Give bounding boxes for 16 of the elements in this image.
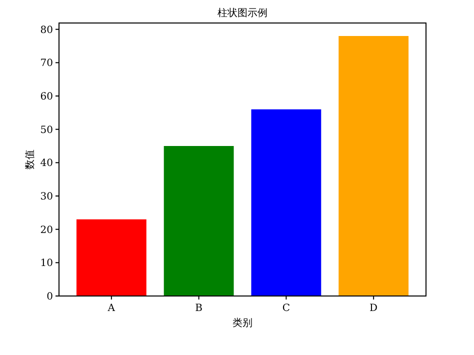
y-tick-label: 10 bbox=[40, 258, 53, 270]
y-tick-label: 40 bbox=[40, 158, 53, 170]
y-tick-label: 0 bbox=[46, 292, 53, 302]
y-axis-title: 数值 bbox=[25, 150, 36, 170]
y-tick-label: 80 bbox=[40, 24, 53, 36]
x-tick-label: D bbox=[370, 303, 378, 314]
y-tick-label: 50 bbox=[40, 124, 53, 136]
y-tick-label: 70 bbox=[40, 58, 53, 70]
x-tick-label: A bbox=[106, 303, 116, 314]
x-axis-title: 类别 bbox=[232, 317, 252, 329]
y-tick-label: 60 bbox=[40, 92, 53, 102]
y-tick-label: 30 bbox=[40, 192, 53, 202]
x-tick-label: B bbox=[195, 303, 202, 314]
chart-title: 柱状图示例 bbox=[218, 7, 268, 19]
y-tick-label: 20 bbox=[40, 224, 53, 236]
x-tick-label: C bbox=[282, 303, 290, 314]
